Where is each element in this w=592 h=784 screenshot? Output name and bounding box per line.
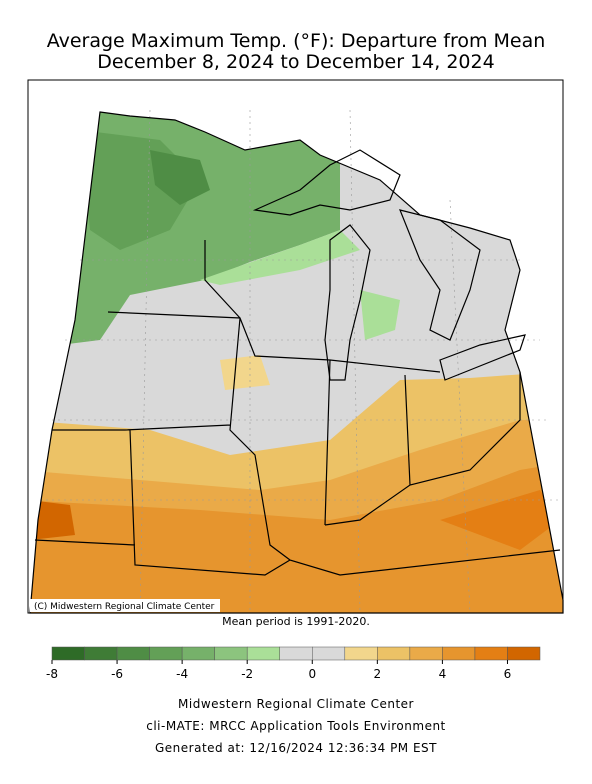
colorbar-tick-label: 2 — [374, 667, 382, 681]
footer-line: cli-MATE: MRCC Application Tools Environ… — [146, 719, 446, 733]
colorbar-bin — [116, 646, 150, 661]
title-line: December 8, 2024 to December 14, 2024 — [97, 51, 494, 73]
colorbar-bin — [214, 646, 248, 661]
colorbar: -8 -6 -4 -2 0 2 4 6 — [46, 646, 541, 681]
map-frame — [27, 79, 564, 614]
credit-bg — [30, 599, 220, 612]
map-credit: (C) Midwestern Regional Climate Center — [34, 602, 215, 612]
colorbar-bin — [149, 646, 183, 661]
colorbar-tick-label: 4 — [439, 667, 447, 681]
colorbar-tick-label: -6 — [111, 667, 123, 681]
colorbar-bin — [474, 646, 508, 661]
map-lines — [29, 109, 564, 614]
colorbar-tick-label: -8 — [46, 667, 58, 681]
title-line: Average Maximum Temp. (°F): Departure fr… — [47, 30, 546, 52]
colorbar-tick-label: 6 — [504, 667, 512, 681]
colorbar-bin — [409, 646, 443, 661]
colorbar-bin — [442, 646, 476, 661]
colorbar-tick-label: 0 — [308, 667, 316, 681]
colorbar-bin — [507, 646, 541, 661]
colorbar-tick-label: -4 — [176, 667, 188, 681]
footer-line: Generated at: 12/16/2024 12:36:34 PM EST — [155, 741, 437, 755]
colorbar-bin — [51, 646, 85, 661]
footer-line: Midwestern Regional Climate Center — [178, 697, 414, 711]
colorbar-bin — [246, 646, 280, 661]
colorbar-bin — [279, 646, 313, 661]
colorbar-bin — [344, 646, 378, 661]
map-fill — [30, 112, 563, 613]
colorbar-bin — [181, 646, 215, 661]
map-note: Mean period is 1991-2020. — [222, 615, 370, 628]
colorbar-tick-label: -2 — [241, 667, 253, 681]
colorbar-bin — [84, 646, 118, 661]
colorbar-bin — [377, 646, 411, 661]
colorbar-bin — [312, 646, 346, 661]
